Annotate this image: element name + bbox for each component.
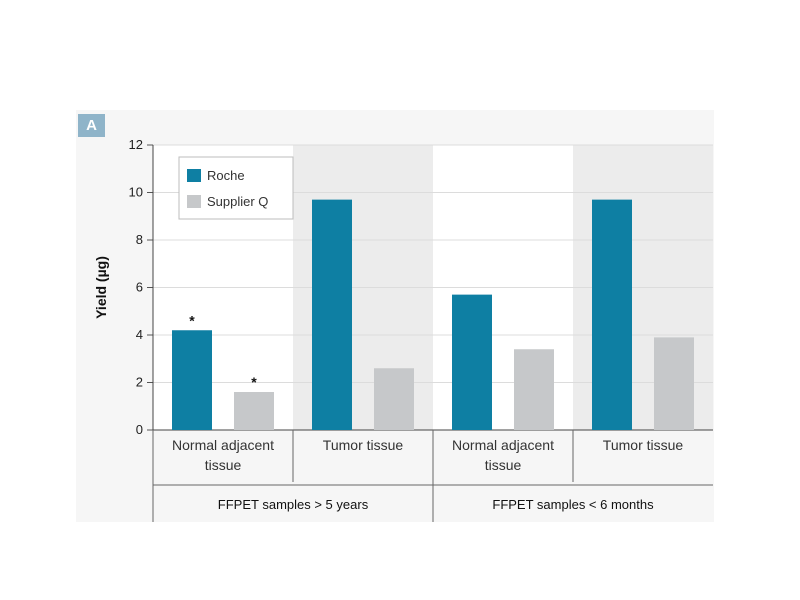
bar-supplier-q xyxy=(374,368,414,430)
bar-supplier-q xyxy=(234,392,274,430)
figure-panel: 0 2 4 6 8 10 12 Yield (µg) * * Normal adjacent tiss… xyxy=(76,110,714,522)
legend-box xyxy=(178,156,294,220)
group-label: FFPET samples < 6 months xyxy=(492,497,654,512)
x-category-label: Tumor tissue xyxy=(323,437,404,453)
bar-supplier-q xyxy=(654,337,694,430)
y-tick-label: 8 xyxy=(136,232,143,247)
significance-marker: * xyxy=(189,312,195,328)
legend-label: Supplier Q xyxy=(207,194,268,209)
y-tick-label: 4 xyxy=(136,327,143,342)
bar-chart: 0 2 4 6 8 10 12 Yield (µg) * * Normal adjacent tiss… xyxy=(93,137,713,522)
y-axis-label: Yield (µg) xyxy=(93,256,109,319)
panel-label: A xyxy=(78,114,105,137)
group-label: FFPET samples > 5 years xyxy=(218,497,369,512)
y-tick-label: 6 xyxy=(136,280,143,295)
legend-swatch xyxy=(187,169,201,182)
x-category-label: Normal adjacent xyxy=(452,437,554,453)
x-category-label: Tumor tissue xyxy=(603,437,684,453)
bar-roche xyxy=(452,294,492,430)
y-tick-label: 0 xyxy=(136,422,143,437)
bar-roche xyxy=(592,199,632,430)
x-category-label: Normal adjacent xyxy=(172,437,274,453)
x-category-label: tissue xyxy=(205,457,242,473)
bar-roche xyxy=(312,199,352,430)
y-tick-label: 2 xyxy=(136,375,143,390)
legend-swatch xyxy=(187,195,201,208)
y-tick-label: 12 xyxy=(129,137,143,152)
bar-roche xyxy=(172,330,212,430)
bar-supplier-q xyxy=(514,349,554,430)
x-category-label: tissue xyxy=(485,457,522,473)
y-tick-label: 10 xyxy=(129,185,143,200)
significance-marker: * xyxy=(251,374,257,390)
legend-label: Roche xyxy=(207,168,245,183)
